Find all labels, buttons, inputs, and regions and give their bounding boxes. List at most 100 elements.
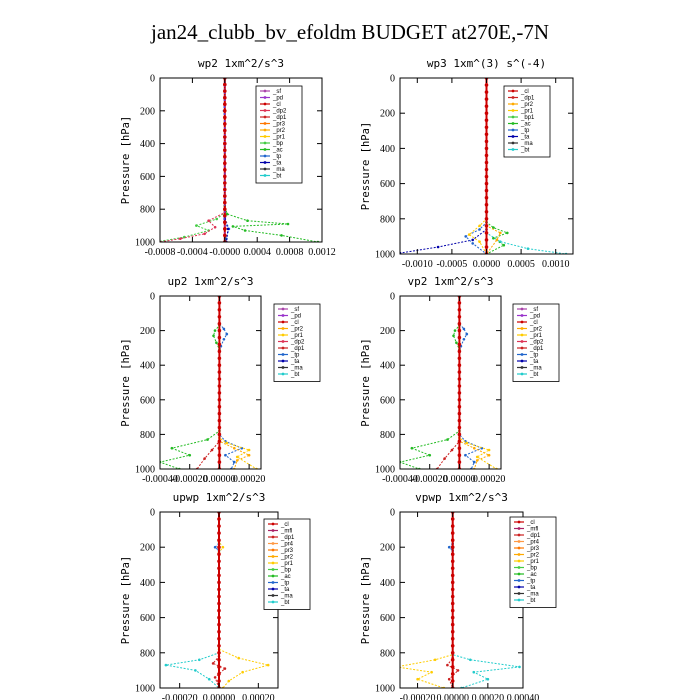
x-tick-label: 0.00020	[472, 693, 505, 700]
legend-marker	[517, 566, 521, 569]
series-group	[400, 296, 498, 469]
panel-6: vpwp 1xm^2/s^3 Pressure [hPa] 0 200 400 600 80…	[360, 491, 557, 700]
data-point-ac	[452, 334, 455, 338]
data-point-pr1	[221, 545, 225, 549]
x-tick-label: -0.0010	[402, 259, 433, 270]
center-marker	[217, 672, 221, 676]
center-marker	[217, 594, 221, 599]
legend-marker	[511, 141, 515, 145]
x-tick-label: -0.00040	[382, 474, 418, 485]
legend-label: _ma	[529, 366, 542, 372]
x-tick-label: 0.0005	[507, 259, 535, 270]
center-marker	[457, 315, 462, 319]
data-point-tp	[464, 453, 467, 457]
data-point-ac	[213, 329, 217, 332]
legend-marker	[517, 520, 521, 524]
center-marker	[484, 125, 489, 130]
data-point-pr1	[395, 666, 398, 669]
center-marker	[457, 391, 462, 395]
y-tick-label: 0	[390, 292, 395, 303]
data-point-tp	[222, 327, 226, 331]
center-marker	[217, 552, 221, 556]
legend-marker	[517, 559, 521, 563]
legend-label: _pr1	[526, 559, 540, 565]
legend-label: _tp	[526, 579, 536, 585]
page-title: jan24_clubb_bv_efoldm BUDGET at270E,-7N	[151, 20, 549, 44]
legend-label: _cl	[272, 102, 281, 108]
center-marker	[223, 122, 227, 126]
legend-marker	[271, 594, 275, 597]
data-point-ac	[286, 222, 290, 226]
legend-marker	[271, 548, 275, 552]
center-marker	[484, 224, 489, 228]
center-marker	[450, 601, 455, 606]
x-tick-label: -0.00020	[162, 693, 198, 700]
y-tick-label: 1000	[135, 684, 155, 695]
center-marker	[217, 587, 221, 592]
data-point-ta	[436, 245, 440, 249]
data-point-pr2	[475, 459, 479, 462]
y-tick-label: 600	[140, 613, 155, 624]
center-marker	[217, 315, 222, 319]
x-tick-label: 0.00020	[473, 474, 506, 485]
legend-label: _pr2	[529, 327, 543, 333]
legend-marker	[263, 141, 267, 145]
data-point-pr1	[467, 233, 471, 236]
center-marker	[450, 651, 455, 655]
legend-label: _cl	[529, 320, 538, 326]
legend-marker	[281, 346, 285, 350]
legend-label: _cl	[280, 522, 289, 528]
legend-label: _sf	[290, 307, 299, 313]
center-marker	[457, 356, 462, 361]
data-point-tp	[447, 545, 451, 549]
data-point-dp1	[443, 457, 446, 460]
data-point-pr2	[495, 238, 499, 242]
data-point-dp1	[213, 676, 217, 679]
center-marker	[217, 608, 221, 613]
legend-label: _tp	[280, 581, 290, 587]
legend-marker	[520, 372, 524, 376]
data-point-ac	[225, 212, 229, 216]
data-point-tp	[462, 338, 466, 341]
center-marker	[457, 439, 462, 444]
legend-marker	[520, 340, 524, 343]
legend-marker	[263, 102, 267, 106]
data-point-bt	[194, 669, 197, 672]
legend-label: _pd	[529, 314, 540, 320]
data-point-tp	[233, 460, 236, 464]
y-tick-label: 600	[140, 395, 155, 406]
y-tick-label: 600	[380, 179, 395, 190]
center-marker	[223, 95, 227, 100]
y-tick-label: 1000	[375, 465, 395, 476]
center-marker	[484, 90, 489, 94]
panel-3: up2 1xm^2/s^3 Pressure [hPa] 0 200 400 600 800…	[120, 275, 321, 485]
center-marker	[217, 665, 221, 669]
legend-label: _dp2	[272, 109, 287, 115]
data-point-ac	[231, 225, 235, 228]
plot-frame	[159, 77, 323, 243]
y-tick-label: 400	[140, 578, 155, 589]
center-marker	[217, 517, 221, 521]
center-marker	[223, 148, 227, 152]
data-point-pr1	[487, 448, 491, 452]
legend-marker	[511, 148, 515, 151]
x-tick-label: -0.00020	[412, 474, 448, 485]
legend-marker	[271, 542, 275, 545]
center-marker	[223, 109, 227, 113]
legend-label: _pr1	[280, 561, 294, 567]
legend-marker	[263, 174, 267, 177]
x-tick-label: 0.0010	[542, 259, 570, 270]
legend-label: _bp	[280, 568, 292, 574]
y-tick-label: 1000	[375, 250, 395, 261]
x-tick-label: -0.00040	[142, 474, 178, 485]
legend-marker	[520, 320, 524, 324]
data-point-bt	[472, 670, 476, 674]
center-marker	[223, 141, 227, 146]
legend-box	[509, 516, 557, 608]
legend-label: _bp	[272, 141, 284, 147]
panel-title: vpwp 1xm^2/s^3	[415, 491, 508, 504]
data-point-dp1	[456, 669, 460, 672]
series-line-dp1	[196, 296, 220, 469]
center-marker	[217, 531, 221, 535]
data-point-tp	[464, 235, 468, 238]
